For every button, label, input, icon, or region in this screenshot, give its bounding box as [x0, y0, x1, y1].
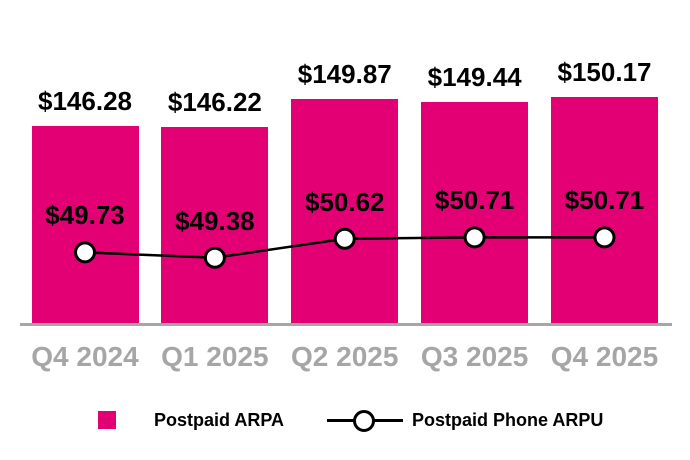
arpu-value-label: $49.73: [45, 200, 125, 231]
arpu-data-point-marker: [74, 241, 96, 264]
bar-value-label: $150.17: [557, 56, 652, 87]
arpu-data-point-marker: [593, 226, 616, 249]
legend-arpu-marker-icon: [353, 410, 375, 432]
x-axis-tick-label: Q1 2025: [161, 341, 269, 372]
x-axis-tick-label: Q4 2025: [550, 341, 659, 372]
bar-postpaid-arpa: [421, 102, 529, 326]
x-axis-tick-label: Q2 2025: [291, 341, 399, 372]
bar-value-label: $149.44: [427, 62, 522, 93]
bar-value-label: $149.87: [297, 58, 392, 89]
legend-arpa-swatch-icon: [98, 411, 116, 429]
arpu-value-label: $50.71: [564, 185, 645, 216]
bar-value-label: $146.22: [167, 86, 262, 117]
arpu-data-point-marker: [203, 246, 226, 269]
x-axis-line: [20, 323, 672, 326]
arpu-value-label: $50.71: [434, 185, 515, 216]
legend-arpa-label: Postpaid ARPA: [154, 410, 285, 430]
bar-postpaid-arpa: [291, 98, 399, 326]
bar-postpaid-arpa: [161, 126, 269, 326]
bar-postpaid-arpa: [551, 96, 658, 326]
legend-arpu-label: Postpaid Phone ARPU: [412, 410, 604, 430]
arpu-value-label: $49.38: [175, 205, 255, 236]
arpu-data-point-marker: [463, 226, 486, 249]
bar-value-label: $146.28: [38, 86, 132, 117]
x-axis-tick-label: Q3 2025: [420, 341, 529, 372]
arpu-value-label: $50.62: [304, 186, 385, 217]
bar-postpaid-arpa: [31, 126, 139, 326]
x-axis-tick-label: Q4 2024: [31, 341, 139, 372]
arpu-data-point-marker: [333, 227, 356, 250]
